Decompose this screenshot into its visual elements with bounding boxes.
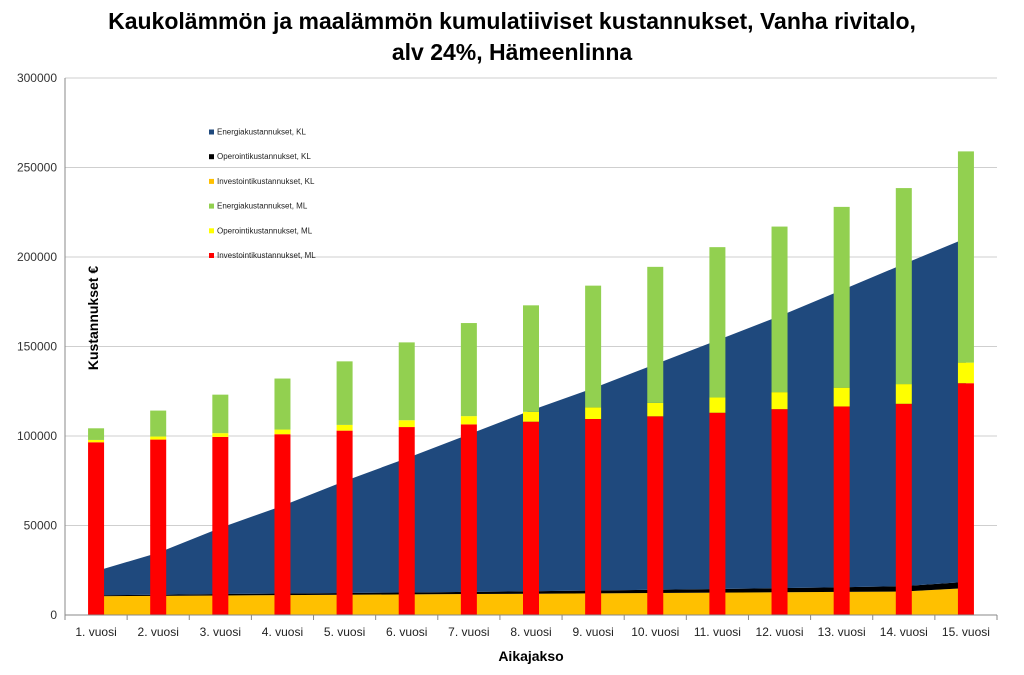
chart-title-line-2: alv 24%, Hämeenlinna [391,39,633,65]
y-tick-label: 100000 [17,429,57,443]
bar-segment-operointikustannukset-ml [212,433,229,437]
y-tick-labels: 0 50000 100000 150000 200000 250000 300000 [17,71,57,622]
chart-title-line-1: Kaukolämmön ja maalämmön kumulatiiviset … [108,8,916,34]
bar-segment-operointikustannukset-ml [647,402,664,417]
bar-segment-energiakustannukset-ml [460,323,477,417]
x-tick-label: 9. vuosi [572,625,613,639]
bar-segment-energiakustannukset-ml [709,247,726,398]
y-axis-label: Kustannukset € [85,266,101,370]
x-tick-label: 7. vuosi [448,625,489,639]
x-axis-label: Aikajakso [498,648,563,664]
x-tick-label: 8. vuosi [510,625,551,639]
x-tick-label: 5. vuosi [324,625,365,639]
legend: Energiakustannukset, KL Operointikustannu… [209,128,316,260]
bar-segment-operointikustannukset-ml [957,362,974,384]
bar-segment-energiakustannukset-ml [895,188,912,385]
bar-segment-operointikustannukset-ml [895,384,912,404]
bar-segment-energiakustannukset-ml [957,151,974,363]
legend-label: Operointikustannukset, KL [217,152,311,161]
x-tick-label: 15. vuosi [942,625,990,639]
bar-segment-investointikustannukset-ml [212,436,229,615]
y-tick-label: 250000 [17,161,57,175]
legend-label: Energiakustannukset, ML [217,202,308,211]
legend-swatch [209,203,214,209]
bar-segment-energiakustannukset-ml [523,305,539,412]
bar-segment-investointikustannukset-ml [336,430,353,615]
x-tick-label: 2. vuosi [138,625,179,639]
bar-segment-investointikustannukset-ml [398,427,415,615]
x-tick-label: 13. vuosi [818,625,866,639]
bar-segment-operointikustannukset-ml [150,436,167,440]
legend-swatch [209,228,214,234]
x-tick-label: 11. vuosi [694,625,741,639]
bar-segment-energiakustannukset-ml [88,428,105,440]
bar-segment-energiakustannukset-ml [833,206,850,388]
bar-segment-operointikustannukset-ml [523,411,539,422]
bar-segment-energiakustannukset-ml [274,378,291,430]
bar-segment-energiakustannukset-ml [398,342,415,421]
y-tick-label: 50000 [24,519,58,533]
bar-segment-energiakustannukset-ml [150,410,167,437]
bar-segment-investointikustannukset-ml [647,416,664,615]
legend-swatch [209,129,214,135]
bar-segment-investointikustannukset-ml [833,406,850,615]
bar-segment-operointikustannukset-ml [460,416,477,425]
bar-segment-energiakustannukset-ml [212,394,229,434]
x-tick-label: 3. vuosi [200,625,241,639]
bar-segment-energiakustannukset-ml [647,266,664,403]
legend-label: Operointikustannukset, ML [217,226,313,235]
bar-segment-investointikustannukset-ml [895,403,912,615]
bar-segment-operointikustannukset-ml [336,424,353,431]
bar-segment-operointikustannukset-ml [771,392,788,410]
bar-segment-investointikustannukset-ml [709,412,726,615]
y-tick-label: 200000 [17,250,57,264]
bar-segment-operointikustannukset-ml [585,407,602,419]
y-tick-label: 150000 [17,340,57,354]
bar-segment-energiakustannukset-ml [771,226,788,393]
legend-swatch [209,154,214,160]
bar-segment-investointikustannukset-ml [460,424,477,615]
legend-label: Investointikustannukset, ML [217,251,316,260]
bar-segment-operointikustannukset-ml [398,420,415,428]
bar-segment-investointikustannukset-ml [150,439,167,615]
legend-swatch [209,178,214,184]
bar-segment-energiakustannukset-ml [585,285,602,408]
x-tick-labels: 1. vuosi 2. vuosi 3. vuosi 4. vuosi 5. vuosi… [64,615,998,639]
legend-label: Energiakustannukset, KL [217,128,306,137]
bar-segment-investointikustannukset-ml [771,409,788,615]
bar-segment-operointikustannukset-ml [88,439,105,443]
legend-label: Investointikustannukset, KL [217,177,315,186]
bar-segment-operointikustannukset-ml [833,387,850,407]
chart-title: Kaukolämmön ja maalämmön kumulatiiviset … [0,6,1024,68]
x-tick-label: 6. vuosi [386,625,427,639]
x-tick-label: 14. vuosi [880,625,928,639]
x-tick-label: 10. vuosi [631,625,679,639]
bar-stacks [88,151,974,615]
x-tick-label: 12. vuosi [756,625,804,639]
bar-segment-operointikustannukset-ml [274,429,291,435]
y-tick-label: 0 [50,608,57,622]
x-tick-label: 4. vuosi [262,625,303,639]
bar-segment-investointikustannukset-ml [957,383,974,615]
bar-segment-investointikustannukset-ml [274,434,291,615]
bar-segment-investointikustannukset-ml [585,418,602,615]
legend-swatch [209,253,214,258]
bar-segment-operointikustannukset-ml [709,397,726,413]
bar-segment-investointikustannukset-ml [88,442,105,615]
bar-segment-investointikustannukset-ml [523,421,539,615]
x-tick-label: 1. vuosi [75,625,116,639]
y-tick-label: 300000 [17,71,57,85]
bar-segment-energiakustannukset-ml [336,361,353,425]
